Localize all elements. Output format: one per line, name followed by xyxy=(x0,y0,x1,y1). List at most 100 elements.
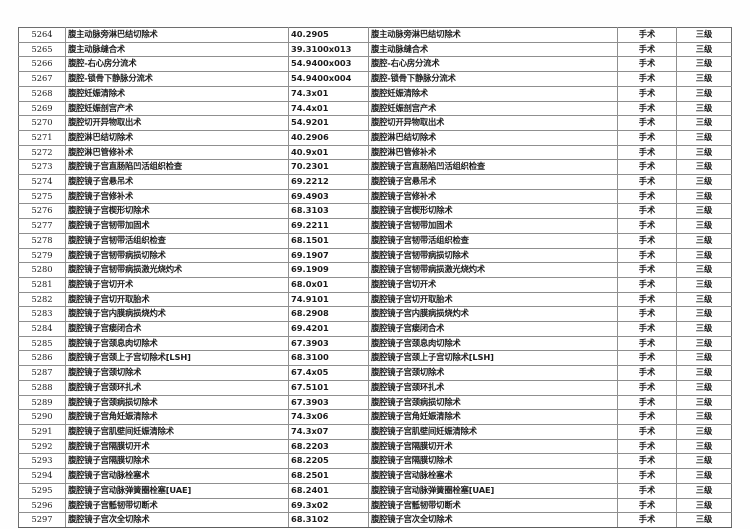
cell-id: 5279 xyxy=(18,247,66,264)
cell-type: 手术 xyxy=(617,56,677,73)
cell-name2: 腹腔镜子宫楔形切除术 xyxy=(368,203,618,220)
cell-name2: 腹腔镜子宫切开术 xyxy=(368,276,618,293)
cell-code: 68.3102 xyxy=(288,512,369,528)
cell-name: 腹腔镜子宫直肠陷凹活组织检查 xyxy=(65,159,289,176)
cell-id: 5276 xyxy=(18,203,66,220)
cell-name2: 腹腔-锁骨下静脉分流术 xyxy=(368,71,618,87)
cell-type: 手术 xyxy=(617,144,677,161)
cell-code: 69.1909 xyxy=(288,262,369,278)
cell-name2: 腹腔妊娠剖宫产术 xyxy=(368,100,618,117)
cell-type: 手术 xyxy=(617,276,677,293)
cell-id: 5290 xyxy=(18,409,66,425)
cell-name2: 腹腔镜子宫切开取胎术 xyxy=(368,291,618,308)
table-row: 5283 腹腔镜子宫内膜病损烧灼术 68.2908 腹腔镜子宫内膜病损烧灼术 手术 三级 xyxy=(18,306,732,323)
cell-type: 手术 xyxy=(617,423,677,440)
cell-name: 腹腔切开异物取出术 xyxy=(65,115,289,131)
cell-name: 腹腔镜子宫动脉栓塞术 xyxy=(65,468,289,484)
cell-code: 69.2212 xyxy=(288,174,369,190)
cell-name2: 腹腔淋巴结切除术 xyxy=(368,129,618,146)
cell-name2: 腹腔镜子宫韧带活组织检查 xyxy=(368,232,618,249)
cell-level: 三级 xyxy=(676,115,732,131)
cell-name: 腹腔-右心房分流术 xyxy=(65,56,289,73)
cell-type: 手术 xyxy=(617,85,677,102)
cell-id: 5281 xyxy=(18,276,66,293)
cell-code: 40.9x01 xyxy=(288,144,369,161)
cell-type: 手术 xyxy=(617,247,677,264)
procedure-catalog-table: 5264 腹主动脉旁淋巴结切除术 40.2905 腹主动脉旁淋巴结切除术 手术 三级 526… xyxy=(18,27,732,528)
cell-level: 三级 xyxy=(676,203,732,220)
cell-name: 腹腔镜子宫修补术 xyxy=(65,188,289,205)
cell-type: 手术 xyxy=(617,188,677,205)
cell-id: 5278 xyxy=(18,232,66,249)
cell-name2: 腹腔镜子宫动脉栓塞术 xyxy=(368,468,618,484)
cell-code: 68.2401 xyxy=(288,482,369,499)
table-row: 5276 腹腔镜子宫楔形切除术 68.3103 腹腔镜子宫楔形切除术 手术 三级 xyxy=(18,203,732,220)
cell-id: 5277 xyxy=(18,218,66,234)
cell-code: 74.4x01 xyxy=(288,100,369,117)
cell-level: 三级 xyxy=(676,379,732,396)
table-row: 5274 腹腔镜子宫悬吊术 69.2212 腹腔镜子宫悬吊术 手术 三级 xyxy=(18,174,732,190)
table-row: 5295 腹腔镜子宫动脉弹簧圈栓塞[UAE] 68.2401 腹腔镜子宫动脉弹簧圈栓塞… xyxy=(18,482,732,499)
cell-code: 68.2501 xyxy=(288,468,369,484)
cell-name2: 腹腔镜子宫直肠陷凹活组织检查 xyxy=(368,159,618,176)
cell-id: 5288 xyxy=(18,379,66,396)
table-row: 5286 腹腔镜子宫颈上子宫切除术[LSH] 68.3100 腹腔镜子宫颈上子宫切除术… xyxy=(18,350,732,367)
cell-name: 腹主动脉缝合术 xyxy=(65,41,289,58)
table-row: 5272 腹腔淋巴管修补术 40.9x01 腹腔淋巴管修补术 手术 三级 xyxy=(18,144,732,161)
cell-name: 腹腔镜子宫切开术 xyxy=(65,276,289,293)
cell-code: 74.3x07 xyxy=(288,423,369,440)
cell-name2: 腹腔镜子宫颈上子宫切除术[LSH] xyxy=(368,350,618,367)
cell-id: 5273 xyxy=(18,159,66,176)
cell-id: 5283 xyxy=(18,306,66,323)
cell-name: 腹腔镜子宫动脉弹簧圈栓塞[UAE] xyxy=(65,482,289,499)
cell-id: 5264 xyxy=(18,27,66,43)
cell-name: 腹腔镜子宫颈环扎术 xyxy=(65,379,289,396)
cell-id: 5282 xyxy=(18,291,66,308)
cell-id: 5265 xyxy=(18,41,66,58)
cell-name2: 腹腔切开异物取出术 xyxy=(368,115,618,131)
cell-name2: 腹腔镜子宫颈切除术 xyxy=(368,365,618,381)
cell-name2: 腹腔镜子宫韧带病损切除术 xyxy=(368,247,618,264)
cell-name: 腹腔镜子宫切开取胎术 xyxy=(65,291,289,308)
cell-name: 腹腔妊娠清除术 xyxy=(65,85,289,102)
cell-name: 腹腔镜子宫韧带病损切除术 xyxy=(65,247,289,264)
cell-level: 三级 xyxy=(676,365,732,381)
cell-name: 腹腔镜子宫次全切除术 xyxy=(65,512,289,528)
cell-name2: 腹腔镜子宫悬吊术 xyxy=(368,174,618,190)
cell-level: 三级 xyxy=(676,468,732,484)
table-row: 5268 腹腔妊娠清除术 74.3x01 腹腔妊娠清除术 手术 三级 xyxy=(18,85,732,102)
cell-type: 手术 xyxy=(617,71,677,87)
table-row: 5273 腹腔镜子宫直肠陷凹活组织检查 70.2301 腹腔镜子宫直肠陷凹活组织检查手… xyxy=(18,159,732,176)
cell-id: 5295 xyxy=(18,482,66,499)
table-row: 5285 腹腔镜子宫颈息肉切除术 67.3903 腹腔镜子宫颈息肉切除术 手术 三级 xyxy=(18,335,732,352)
table-row: 5280 腹腔镜子宫韧带病损激光烧灼术 69.1909 腹腔镜子宫韧带病损激光烧灼术手… xyxy=(18,262,732,278)
cell-code: 68.2203 xyxy=(288,438,369,455)
table-row: 5288 腹腔镜子宫颈环扎术 67.5101 腹腔镜子宫颈环扎术 手术 三级 xyxy=(18,379,732,396)
cell-type: 手术 xyxy=(617,335,677,352)
table-row: 5292 腹腔镜子宫隔膜切开术 68.2203 腹腔镜子宫隔膜切开术 手术 三级 xyxy=(18,438,732,455)
cell-id: 5284 xyxy=(18,321,66,337)
cell-id: 5292 xyxy=(18,438,66,455)
cell-type: 手术 xyxy=(617,497,677,514)
cell-type: 手术 xyxy=(617,129,677,146)
cell-type: 手术 xyxy=(617,232,677,249)
cell-name: 腹腔镜子宫颈切除术 xyxy=(65,365,289,381)
cell-name2: 腹主动脉缝合术 xyxy=(368,41,618,58)
table-row: 5291 腹腔镜子宫肌壁间妊娠清除术 74.3x07 腹腔镜子宫肌壁间妊娠清除术 手术三… xyxy=(18,423,732,440)
cell-name: 腹腔淋巴管修补术 xyxy=(65,144,289,161)
cell-code: 68.1501 xyxy=(288,232,369,249)
cell-id: 5287 xyxy=(18,365,66,381)
cell-code: 67.5101 xyxy=(288,379,369,396)
cell-level: 三级 xyxy=(676,306,732,323)
cell-code: 40.2906 xyxy=(288,129,369,146)
table-row: 5297 腹腔镜子宫次全切除术 68.3102 腹腔镜子宫次全切除术 手术 三级 xyxy=(18,512,732,528)
cell-name2: 腹腔镜子宫韧带加固术 xyxy=(368,218,618,234)
cell-code: 40.2905 xyxy=(288,27,369,43)
table-row: 5296 腹腔镜子宫骶韧带切断术 69.3x02 腹腔镜子宫骶韧带切断术 手术 三级 xyxy=(18,497,732,514)
table-row: 5265 腹主动脉缝合术 39.3100x013 腹主动脉缝合术 手术 三级 xyxy=(18,41,732,58)
cell-type: 手术 xyxy=(617,174,677,190)
table-row: 5293 腹腔镜子宫隔膜切除术 68.2205 腹腔镜子宫隔膜切除术 手术 三级 xyxy=(18,453,732,470)
cell-name2: 腹腔镜子宫韧带病损激光烧灼术 xyxy=(368,262,618,278)
cell-name: 腹腔镜子宫隔膜切开术 xyxy=(65,438,289,455)
cell-level: 三级 xyxy=(676,174,732,190)
